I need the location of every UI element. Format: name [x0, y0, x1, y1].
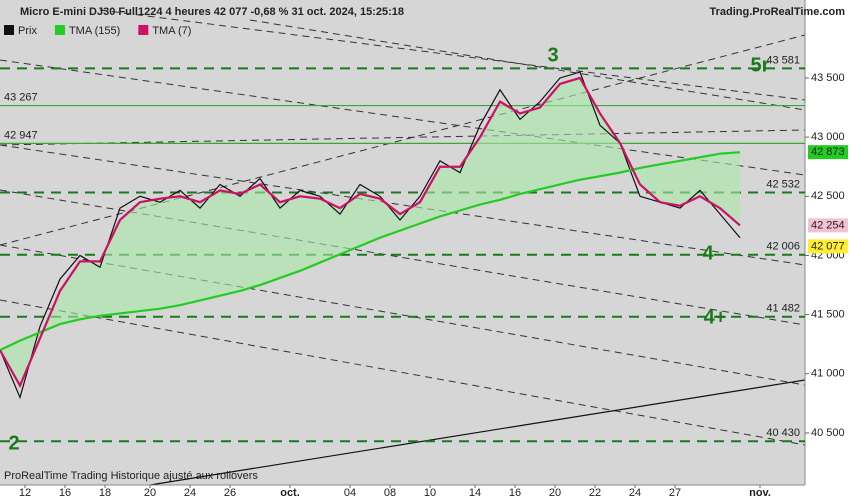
- x-tick-label: 20: [549, 487, 561, 499]
- x-tick-label: 20: [144, 487, 156, 499]
- x-tick-label: 24: [629, 487, 641, 499]
- wave-label: 4: [702, 242, 714, 264]
- y-tick-label: 41 000: [811, 368, 845, 380]
- x-tick-label: 16: [509, 487, 521, 499]
- x-tick-label: 14: [469, 487, 481, 499]
- last-value-tag: [808, 239, 848, 254]
- last-value-tag: [808, 145, 848, 160]
- x-tick-label: 12: [19, 487, 31, 499]
- y-tick-label: 41 500: [811, 309, 845, 321]
- chart-title: Micro E-mini DJ30 Full1224 4 heures 42 0…: [20, 6, 404, 18]
- legend-swatch: [138, 25, 149, 35]
- wave-label: 5r: [751, 54, 770, 76]
- wave-label: 4+: [704, 306, 727, 328]
- ma-fill: [0, 77, 740, 386]
- x-tick-label: 27: [669, 487, 681, 499]
- legend-swatch: [54, 25, 65, 35]
- support-line: [149, 379, 806, 486]
- y-tick-label: 43 000: [811, 131, 845, 143]
- legend-label: TMA (7): [152, 25, 191, 37]
- series-line: [0, 76, 741, 389]
- level-label: 43 267: [4, 91, 38, 103]
- last-value-label: 42 254: [811, 219, 845, 231]
- level-label: 42 006: [766, 241, 800, 253]
- x-tick-label: nov.: [749, 487, 771, 499]
- x-axis-area: [0, 485, 850, 500]
- x-tick-label: 16: [59, 487, 71, 499]
- source: Trading.ProRealTime.com: [709, 6, 845, 18]
- series-line: [0, 151, 741, 352]
- y-tick-label: 40 500: [811, 427, 845, 439]
- x-tick-label: 22: [589, 487, 601, 499]
- series-line: [0, 71, 741, 400]
- wave-label: 2: [8, 432, 19, 454]
- x-tick-label: 04: [344, 487, 356, 499]
- legend-label: TMA (155): [69, 25, 120, 37]
- x-tick-label: 08: [384, 487, 396, 499]
- legend-swatch: [4, 25, 14, 35]
- y-tick-label: 43 500: [811, 72, 845, 84]
- level-label: 43 581: [766, 54, 800, 66]
- last-value-label: 42 873: [811, 146, 845, 158]
- last-value-tag: [808, 218, 848, 233]
- x-tick-label: 24: [184, 487, 196, 499]
- level-label: 40 430: [766, 427, 800, 439]
- footer: ProRealTime Trading Historique ajusté au…: [4, 470, 258, 482]
- y-tick-label: 42 500: [811, 190, 845, 202]
- level-label: 42 532: [766, 178, 800, 190]
- x-tick-label: 18: [99, 487, 111, 499]
- wave-label: 3: [547, 44, 558, 66]
- legend-label: Prix: [18, 25, 37, 37]
- last-value-label: 42 077: [811, 240, 845, 252]
- x-tick-label: 10: [424, 487, 436, 499]
- x-tick-label: oct.: [280, 487, 300, 499]
- x-tick-label: 26: [224, 487, 236, 499]
- level-label: 42 947: [4, 129, 38, 141]
- level-label: 41 482: [766, 303, 800, 315]
